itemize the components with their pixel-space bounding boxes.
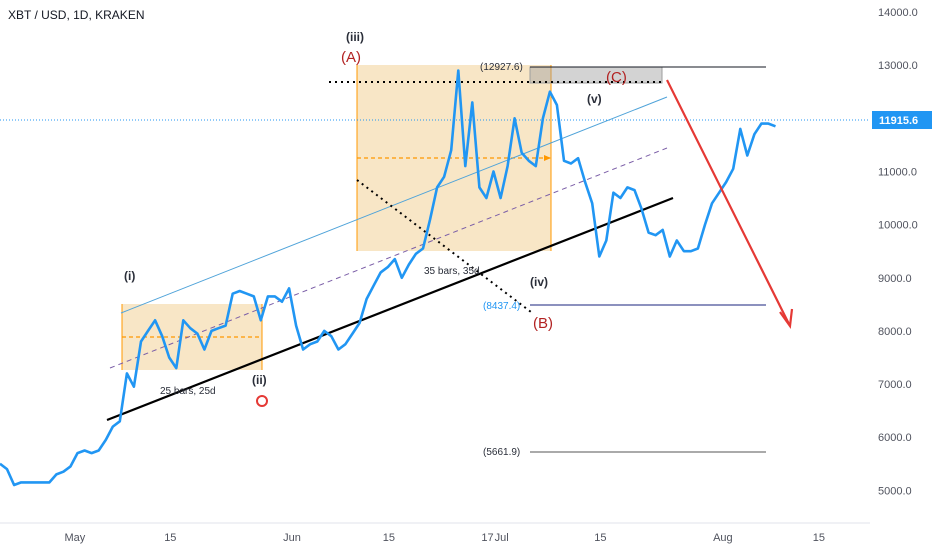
time-tick-label: 15 — [594, 532, 606, 544]
wave-label-iv: (iv) — [530, 275, 548, 289]
price-tick-label: 10000.0 — [878, 220, 918, 232]
price-tick-label: 6000.0 — [878, 432, 912, 444]
time-tick-label: 17 — [481, 532, 493, 544]
price-tick-label: 11000.0 — [878, 167, 917, 179]
channel-upper-line[interactable] — [120, 96, 668, 314]
time-tick-label: 15 — [383, 532, 395, 544]
projection-arrow-line[interactable] — [666, 79, 790, 325]
wave-label-v: (v) — [587, 92, 602, 106]
price-tick-label: 13000.0 — [878, 60, 918, 72]
time-tick-label: 15 — [164, 532, 176, 544]
range-note-35-bars: 35 bars, 35d — [424, 266, 480, 277]
price-tick-label: 8000.0 — [878, 326, 912, 338]
wave-label-iii: (iii) — [346, 30, 364, 44]
price-axis-background[interactable] — [870, 0, 932, 550]
wave-ii-marker-circle — [256, 395, 268, 407]
level-label-5661: (5661.9) — [483, 447, 520, 458]
channel-mid-line[interactable] — [109, 147, 668, 369]
last-price-label: 11915.6 — [879, 115, 918, 127]
time-tick-label: Aug — [713, 532, 733, 544]
level-label-8437: (8437.4) — [483, 301, 520, 312]
time-tick-label: Jul — [495, 532, 509, 544]
wave-label-i: (i) — [124, 269, 135, 283]
price-tick-label: 9000.0 — [878, 273, 912, 285]
target-zone-box[interactable] — [529, 66, 663, 84]
wave-b-dotted-line[interactable] — [356, 179, 532, 313]
projection-arrowhead — [779, 308, 794, 329]
price-tick-label: 14000.0 — [878, 7, 918, 19]
time-tick-label: 15 — [813, 532, 825, 544]
level-label-12927: (12927.6) — [480, 62, 523, 73]
time-axis: May15Jun1517Jul15Aug15Sep16 — [65, 532, 932, 544]
range-note-25-bars: 25 bars, 25d — [160, 386, 216, 397]
price-series-line[interactable] — [0, 69, 776, 487]
trend-support-line[interactable] — [106, 196, 674, 422]
wave-label-ii: (ii) — [252, 373, 267, 387]
chart-title: XBT / USD, 1D, KRAKEN — [8, 8, 144, 22]
price-tick-label: 7000.0 — [878, 379, 912, 391]
abc-label-b: (B) — [533, 315, 553, 332]
range-box-arrowhead — [544, 155, 551, 161]
abc-label-a: (A) — [341, 49, 361, 66]
time-tick-label: Jun — [283, 532, 301, 544]
abc-label-c: (C) — [606, 69, 627, 86]
last-price-badge — [872, 111, 932, 129]
price-tick-label: 5000.0 — [878, 485, 912, 497]
time-tick-label: May — [65, 532, 86, 544]
